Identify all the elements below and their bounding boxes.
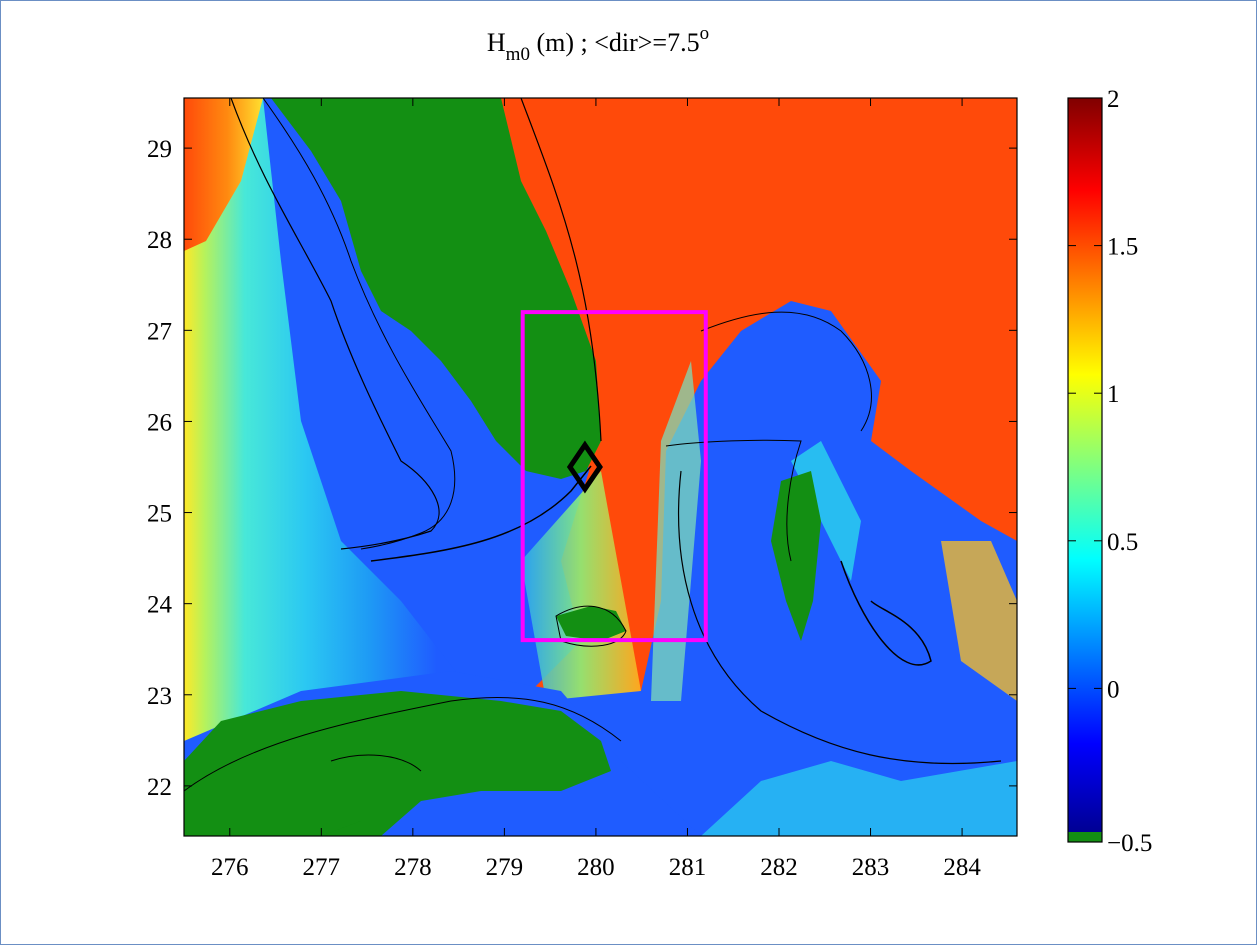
colorbar-tick-label: 0 (1107, 676, 1120, 703)
keys-cable-line (370, 465, 592, 562)
x-axis: 276 277 278 279 280 281 282 283 284 (211, 98, 981, 881)
colorbar-gradient (1068, 98, 1102, 836)
title-rest: (m) ; <dir>=7.5 (530, 28, 700, 57)
bahamas-streak-1 (651, 361, 701, 701)
gulf-water-region (184, 98, 521, 836)
buoy-marker-diamond (566, 440, 603, 494)
colorbar-tick-label: 1 (1107, 381, 1120, 408)
grand-bahama-contour (700, 311, 872, 432)
colorbar-tick-label: 1.5 (1107, 234, 1138, 261)
title-main: H (487, 28, 506, 57)
florida-east-coast (520, 98, 602, 442)
cuba-land (184, 691, 611, 836)
wave-height-field (184, 98, 1017, 836)
keys-land (556, 606, 626, 641)
colorbar-ticks: −0.5 0 0.5 1 1.5 2 (1068, 86, 1152, 857)
x-tick-label: 283 (852, 854, 890, 881)
y-tick-label: 23 (147, 683, 172, 710)
colorbar-tick-label: 0.5 (1107, 529, 1138, 556)
exuma-contour (840, 560, 932, 666)
y-tick-label: 28 (147, 227, 172, 254)
axes-box (183, 97, 1018, 837)
x-tick-label: 282 (760, 854, 798, 881)
bahamas-streak-3 (941, 541, 1017, 701)
gulf-depth-contour (230, 98, 440, 550)
y-tick-label: 26 (147, 409, 172, 436)
y-tick-label: 27 (147, 318, 172, 345)
y-tick-label: 22 (147, 774, 172, 801)
x-tick-label: 276 (211, 854, 249, 881)
y-tick-label: 29 (147, 136, 172, 163)
title-superscript: o (700, 23, 710, 44)
keys-outline (555, 605, 627, 647)
great-bahama-bank-edge (678, 470, 1002, 765)
y-tick-label: 24 (147, 592, 173, 619)
colorbar-land-swatch (1068, 832, 1102, 842)
isla-juventud-land (321, 821, 381, 836)
colorbar: −0.5 0 0.5 1 1.5 2 (1067, 86, 1152, 857)
x-tick-label: 279 (486, 854, 524, 881)
y-axis: 22 23 24 25 26 27 28 29 (147, 136, 1017, 801)
colorbar-border (1067, 97, 1103, 843)
x-tick-label: 277 (303, 854, 341, 881)
cuba-east-shelf (701, 761, 1017, 836)
x-tick-label: 281 (669, 854, 707, 881)
colorbar-tick-label: −0.5 (1107, 830, 1152, 857)
x-tick-label: 284 (943, 854, 981, 881)
florida-coast-contour (262, 98, 456, 550)
colorbar-tick-label: 2 (1107, 86, 1120, 113)
title-subscript: m0 (506, 44, 530, 65)
gulf-north-corner (184, 98, 263, 251)
x-tick-label: 280 (577, 854, 615, 881)
cuba-coast-contour (184, 696, 622, 792)
region-box (520, 310, 708, 643)
x-tick-label: 278 (394, 854, 432, 881)
chart-title: Hm0 (m) ; <dir>=7.5o (487, 23, 709, 65)
andros-land (771, 471, 821, 641)
cuba-bay-contour (330, 754, 422, 772)
y-tick-label: 25 (147, 501, 172, 528)
florida-land (271, 98, 601, 479)
